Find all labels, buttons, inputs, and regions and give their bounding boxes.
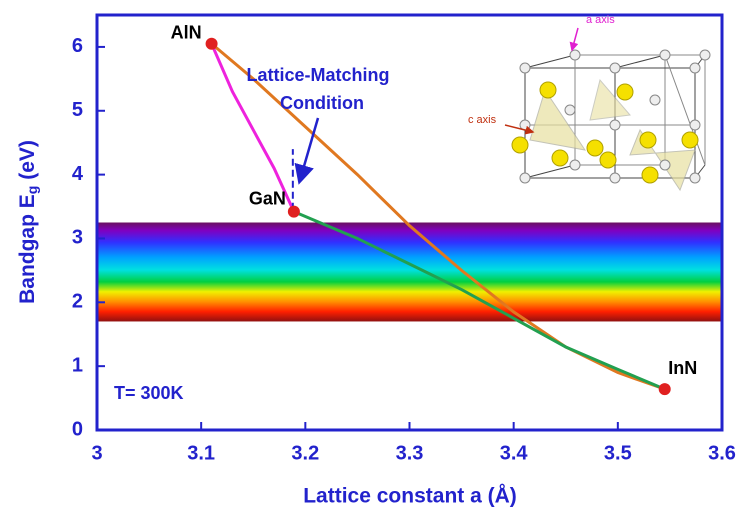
annotation: Lattice-Matching (246, 65, 389, 85)
page: {"chart_data": {"type": "line", "xlabel"… (0, 0, 741, 511)
x-tick-label: 3 (91, 442, 102, 464)
crystal-inset (505, 28, 710, 190)
point-label: GaN (249, 188, 286, 208)
point (659, 383, 671, 395)
x-tick-label: 3.6 (708, 442, 736, 464)
y-tick-label: 6 (72, 35, 83, 57)
y-title-unit: (eV) (16, 140, 39, 180)
temperature: T= 300K (114, 383, 184, 403)
visible-band (97, 223, 722, 322)
point (288, 206, 300, 218)
x-tick-label: 3.1 (187, 442, 215, 464)
x-axis-title: Lattice constant a (Å) (303, 484, 517, 508)
annotation-arrow (300, 118, 318, 180)
y-tick-label: 3 (72, 227, 83, 249)
x-tick-label: 3.3 (396, 442, 424, 464)
y-title: Bandgap E (16, 194, 39, 304)
y-tick-label: 0 (72, 418, 83, 440)
c-axis-label: c axis (468, 114, 497, 126)
y-title-sub: g (24, 186, 40, 195)
annotation: Condition (280, 93, 364, 113)
point (206, 38, 218, 50)
point-label: InN (668, 358, 697, 378)
a-axis-label: a axis (586, 14, 615, 26)
y-axis-title: Bandgap Eg (eV) (16, 140, 40, 304)
x-tick-label: 3.5 (604, 442, 632, 464)
y-tick-label: 2 (72, 291, 83, 313)
y-tick-label: 5 (72, 99, 83, 121)
point-label: AlN (171, 22, 202, 42)
x-tick-label: 3.2 (291, 442, 319, 464)
x-tick-label: 3.4 (500, 442, 529, 464)
y-tick-label: 1 (72, 354, 83, 376)
chart: 3 3.1 3.2 3.3 3.4 3.5 3.6 0 1 2 3 4 5 6 AlN GaN InN a ax… (0, 0, 741, 511)
y-tick-label: 4 (72, 163, 84, 185)
